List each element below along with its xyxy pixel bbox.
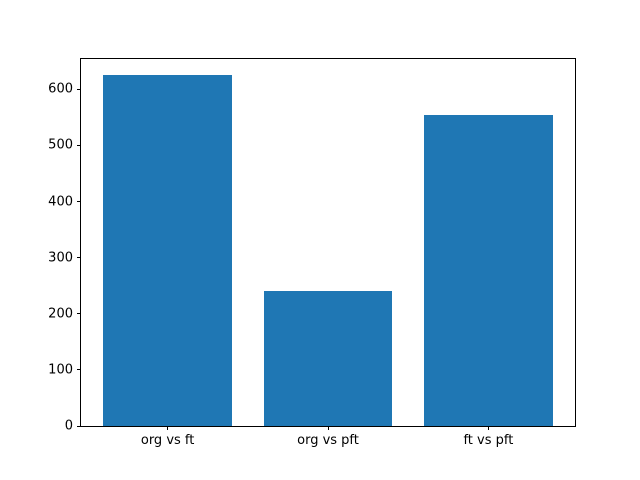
y-tick-mark [77,201,81,203]
y-tick-mark [77,313,81,315]
y-tick-mark [77,369,81,371]
y-tick-label: 500 [48,137,73,153]
y-tick-mark [77,88,81,90]
y-tick-label: 300 [48,250,73,266]
bar-ft-vs-pft [424,115,553,426]
y-tick-label: 100 [48,362,73,378]
y-tick-mark [77,257,81,259]
y-tick-mark [77,144,81,146]
x-tick-label: org vs ft [140,433,195,448]
x-tick-mark [167,426,169,430]
x-tick-label: ft vs pft [463,433,514,448]
y-tick-label: 400 [48,194,73,210]
y-tick-label: 200 [48,306,73,322]
x-tick-mark [487,426,489,430]
x-tick-mark [327,426,329,430]
y-tick-label: 600 [48,81,73,97]
plot-area: 0 100 200 300 400 500 600 org vs ft org vs pft ft… [48,58,576,447]
y-tick-label: 0 [64,418,73,434]
bar-org-vs-pft [263,291,393,426]
x-tick-label: org vs pft [297,433,359,448]
bar-org-vs-ft [103,75,232,426]
y-tick-mark [77,425,81,427]
